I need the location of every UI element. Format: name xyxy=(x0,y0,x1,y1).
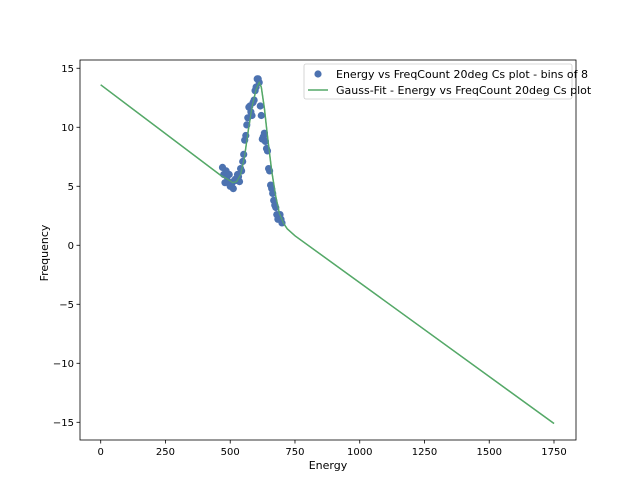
data-point xyxy=(248,111,256,120)
data-point xyxy=(256,102,264,110)
x-tick-label: 750 xyxy=(285,447,304,458)
y-tick-label: −10 xyxy=(53,359,74,370)
y-tick-label: 15 xyxy=(61,64,74,75)
data-point xyxy=(261,137,269,145)
data-point xyxy=(239,157,247,166)
legend-box xyxy=(303,63,573,100)
data-point xyxy=(257,111,265,120)
data-point xyxy=(225,170,233,179)
x-tick-label: 1000 xyxy=(347,447,372,458)
x-tick-label: 500 xyxy=(221,447,240,458)
legend-label: Gauss-Fit - Energy vs FreqCount 20deg Cs… xyxy=(336,84,592,97)
y-tick-label: 0 xyxy=(68,241,74,252)
x-tick-label: 1750 xyxy=(541,447,566,458)
x-tick-label: 1250 xyxy=(412,447,437,458)
legend-label: Energy vs FreqCount 20deg Cs plot - bins… xyxy=(336,68,588,81)
legend-marker-scatter xyxy=(314,70,322,78)
legend: Energy vs FreqCount 20deg Cs plot - bins… xyxy=(303,63,592,100)
fit-line-overlay xyxy=(100,80,555,424)
y-tick-label: 10 xyxy=(61,123,74,134)
x-tick-label: 250 xyxy=(156,447,175,458)
plot-area xyxy=(100,75,555,425)
x-tick-label: 1500 xyxy=(477,447,502,458)
data-point xyxy=(240,150,248,158)
y-tick-label: 5 xyxy=(68,182,74,193)
data-point xyxy=(260,129,268,137)
data-point xyxy=(229,185,237,193)
axes-frame xyxy=(79,59,577,441)
axes: 0 250 500 750 1000 1250 1500 1750 −15 −10 −5 0 5 10 15 xyxy=(53,59,577,458)
y-tick-label: −5 xyxy=(59,300,74,311)
y-axis-label: Frequency xyxy=(38,224,51,281)
x-axis-label: Energy xyxy=(309,459,348,472)
x-tick-label: 0 xyxy=(98,447,104,458)
y-tick-label: −15 xyxy=(53,418,74,429)
